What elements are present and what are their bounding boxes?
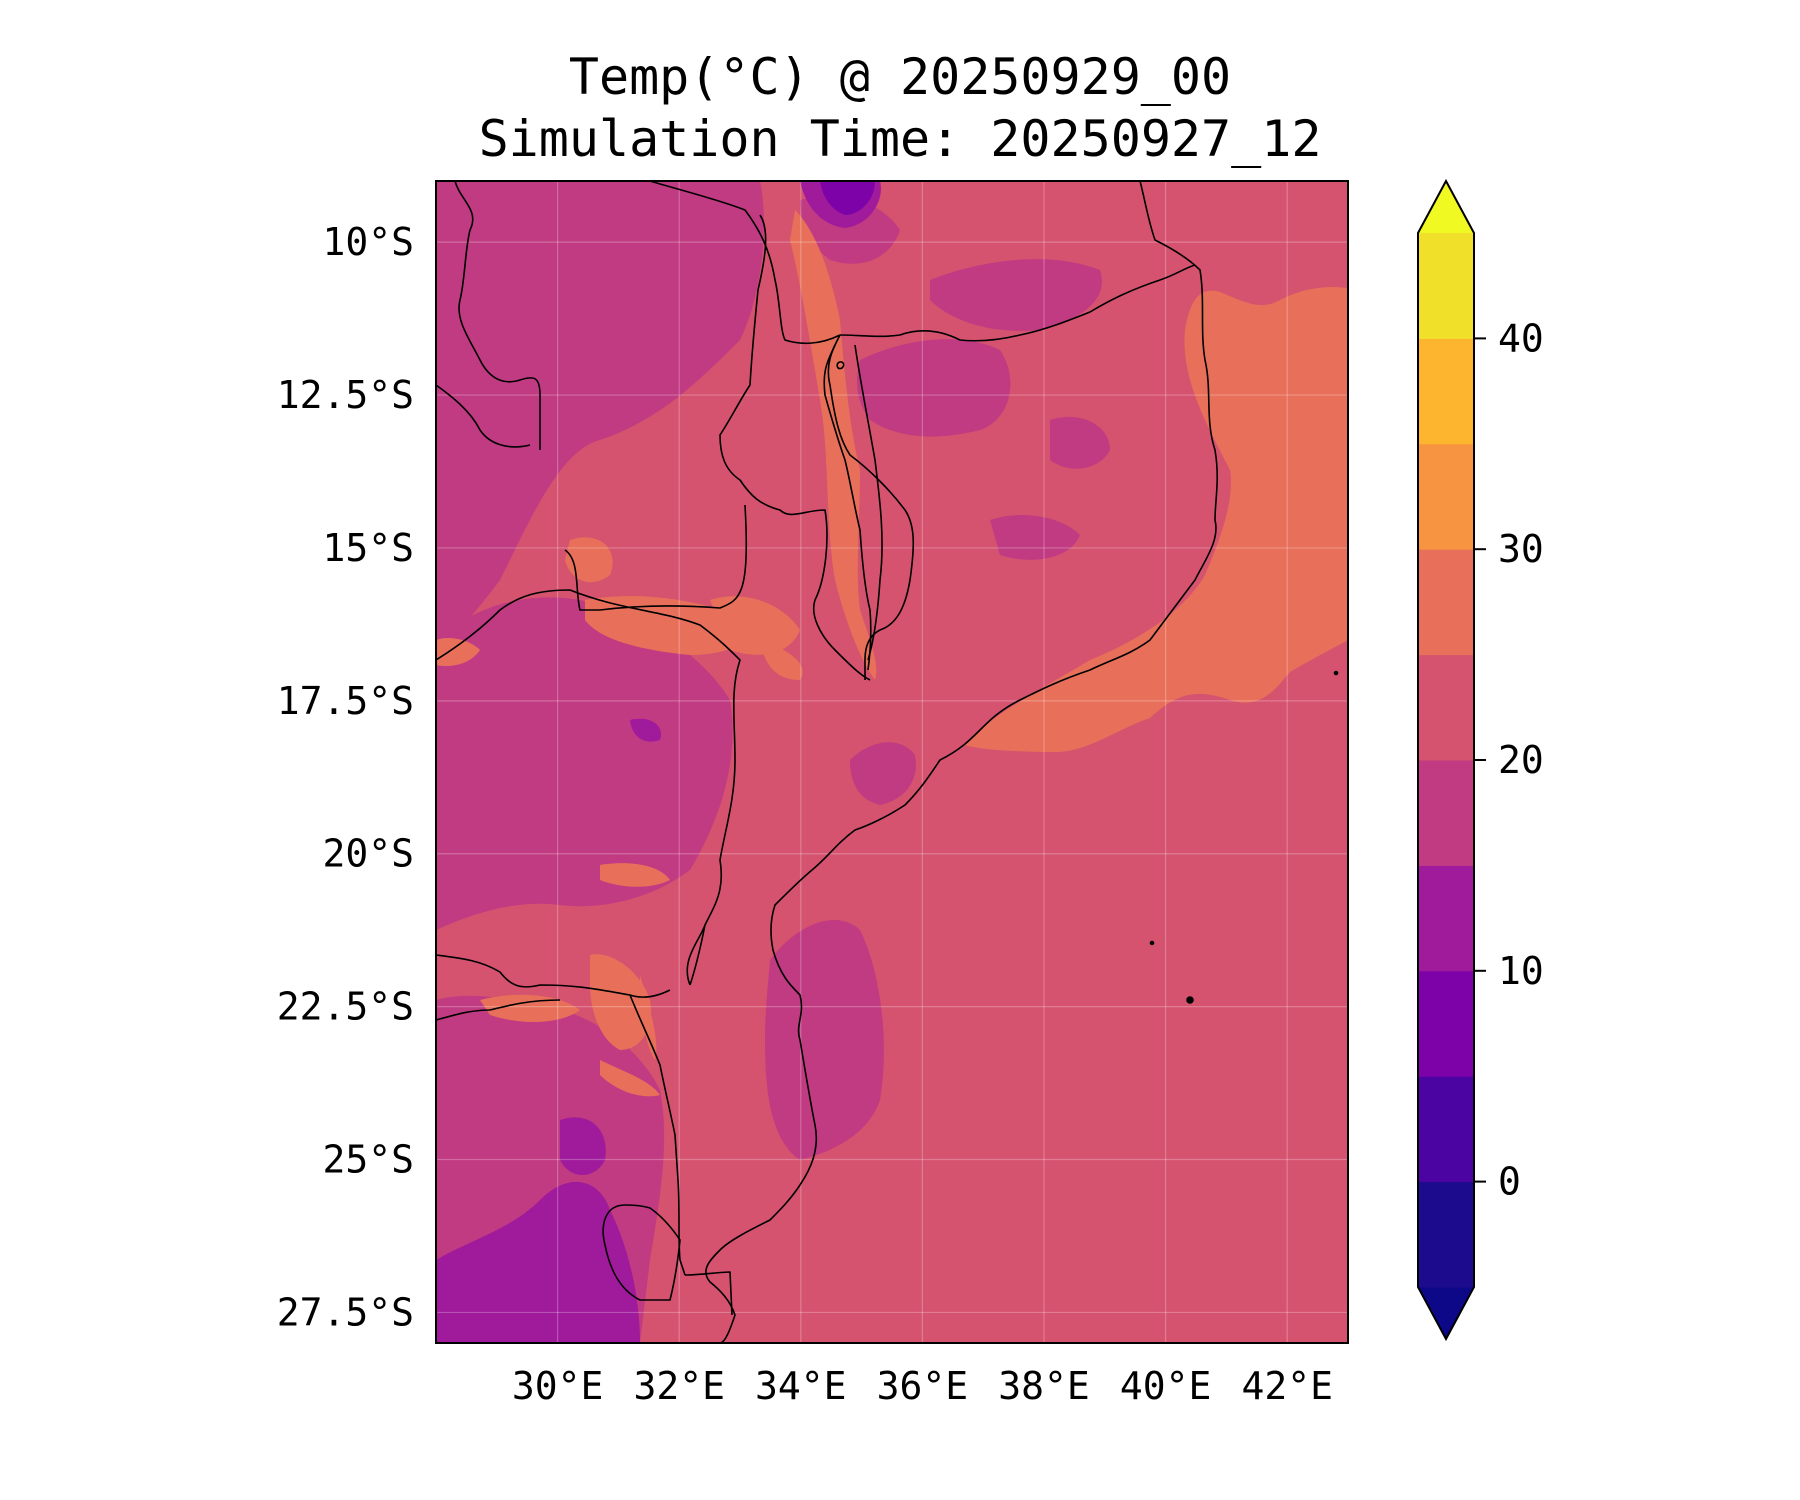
colorbar-bin (1418, 443, 1474, 550)
warm-ocean-band (965, 287, 1348, 752)
lat-tick-label: 25°S (322, 1138, 414, 1182)
lon-tick-label: 36°E (877, 1364, 969, 1408)
border-zimbabwe-mozambique-south (686, 924, 706, 986)
map-frame (435, 180, 1349, 1344)
colorbar-bin (1418, 549, 1474, 656)
border-tanzania-mozambique (839, 264, 1196, 342)
border-eswatini (602, 1204, 681, 1301)
temperature-field (436, 181, 1348, 1343)
lake-malawi-shoreline-east (854, 344, 883, 661)
lat-tick-label: 15°S (322, 526, 414, 570)
lat-tick-label: 22.5°S (277, 985, 414, 1029)
colorbar-over-extension (1418, 181, 1474, 233)
lon-tick-label: 32°E (633, 1364, 725, 1408)
colorbar-bin (1418, 1181, 1474, 1288)
colorbar-bin (1418, 865, 1474, 972)
colorbar-bin (1418, 1076, 1474, 1183)
border-congo-zambia (436, 384, 531, 448)
lake-shore-small (836, 361, 845, 370)
colorbar-bin (1418, 654, 1474, 761)
border-malawi-east (827, 334, 915, 680)
colorbar-bin (1418, 970, 1474, 1077)
border-mozambique-south-tip (684, 1271, 733, 1316)
colorbar-tick-label: 20 (1498, 738, 1544, 782)
island-dot (1186, 996, 1194, 1004)
colorbar-tick-label: 40 (1498, 316, 1544, 360)
lon-tick-label: 34°E (755, 1364, 847, 1408)
lon-tick-label: 40°E (1120, 1364, 1212, 1408)
island-dot-3 (1333, 670, 1339, 676)
colorbar-tick-label: 0 (1498, 1160, 1521, 1204)
map-panel: 10°S 12.5°S 15°S 17.5°S 20°S 22.5°S 25°S 27.5°S… (277, 180, 1349, 1408)
lat-lon-grid (436, 181, 1348, 1343)
coldest-land-zones (820, 181, 875, 215)
lon-tick-label: 38°E (998, 1364, 1090, 1408)
warm-land-zones (436, 210, 877, 1097)
colorbar-under-extension (1418, 1287, 1474, 1339)
border-zambia-mozambique-north (454, 181, 541, 450)
country-borders-and-coastline (436, 181, 1339, 1343)
lat-tick-label: 17.5°S (277, 679, 414, 723)
coastline-east-africa (705, 181, 1219, 1343)
lat-tick-label: 10°S (322, 220, 414, 264)
border-tanzania-malawi (649, 181, 841, 345)
map-title-line-2: Simulation Time: 20250927_12 (478, 110, 1322, 168)
border-south-africa-mozambique (629, 994, 686, 1276)
border-botswana-south-africa (436, 999, 561, 1021)
lat-tick-label: 12.5°S (277, 373, 414, 417)
colorbar-tick-label: 10 (1498, 949, 1544, 993)
temperature-colorbar: 0 10 20 30 40 (1417, 178, 1544, 1342)
lat-tick-label: 20°S (322, 832, 414, 876)
colorbar-bin (1418, 760, 1474, 866)
border-zambia-north-zimbabwe (564, 504, 748, 611)
colorbar-outline (1417, 178, 1475, 1342)
border-zambia-zimbabwe-mozambique (436, 589, 741, 986)
lake-malawi-shoreline (823, 344, 872, 671)
latitude-tick-labels: 10°S 12.5°S 15°S 17.5°S 20°S 22.5°S 25°S 27.5°S (277, 220, 414, 1334)
colorbar-bin (1418, 338, 1474, 445)
border-malawi-west (719, 214, 871, 681)
island-dot-2 (1149, 940, 1155, 946)
lon-tick-label: 42°E (1241, 1364, 1333, 1408)
border-zimbabwe-south-africa (436, 954, 671, 998)
lat-tick-label: 27.5°S (277, 1290, 414, 1334)
colorbar-bin (1418, 233, 1474, 339)
lon-tick-label: 30°E (512, 1364, 604, 1408)
longitude-tick-labels: 30°E 32°E 34°E 36°E 38°E 40°E 42°E (512, 1364, 1333, 1408)
colorbar-tick-label: 30 (1498, 527, 1544, 571)
map-title-line-1: Temp(°C) @ 20250929_00 (568, 48, 1232, 106)
